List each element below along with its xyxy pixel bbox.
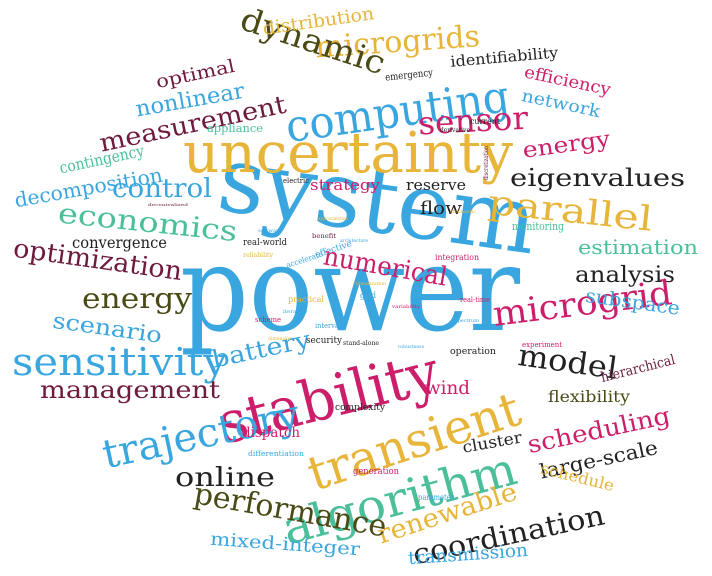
word-decentralized: decentralized	[148, 202, 189, 207]
word-operation: operation	[450, 347, 496, 357]
word-scheme: scheme	[255, 316, 281, 324]
word-security: security	[306, 336, 343, 346]
word-complexity: complexity	[335, 403, 386, 413]
word-real-world: real-world	[243, 238, 287, 248]
word-linearization: linearization	[356, 281, 387, 287]
word-estimation: estimation	[578, 235, 698, 259]
word-sensor: sensor	[417, 99, 530, 143]
word-experiment: experiment	[522, 341, 562, 349]
word-monitoring: monitoring	[512, 220, 564, 233]
word-derivative: derivative	[440, 127, 470, 134]
word-interval: interval	[315, 322, 342, 330]
word-reliability: reliability	[243, 252, 274, 259]
word-stand-alone: stand-alone	[343, 340, 379, 347]
word-online: online	[175, 463, 275, 493]
word-generation: generation	[353, 467, 399, 477]
word-spectrum: spectrum	[455, 318, 479, 324]
word-strategy: strategy	[310, 176, 381, 194]
word-emergency: emergency	[385, 68, 434, 84]
word-current: current	[470, 117, 501, 126]
word-sensitivity: sensitivity	[12, 340, 228, 384]
word-benefit: benefit	[312, 233, 337, 240]
word-practical: practical	[288, 295, 324, 304]
word-real-time: real-time	[460, 296, 490, 304]
word-iterative: iterative	[283, 309, 307, 315]
word-integration: integration	[435, 253, 479, 262]
word-dispatch: dispatch	[242, 425, 300, 441]
word-convergence: convergence	[72, 233, 167, 252]
word-energy-top: energy	[521, 127, 612, 164]
word-analysis: analysis	[575, 263, 675, 288]
word-discretization: discretization	[483, 146, 490, 180]
word-flexibility: flexibility	[548, 387, 630, 406]
word-management: management	[40, 376, 220, 404]
word-grid: grid	[360, 291, 376, 300]
word-architecture: architecture	[340, 238, 368, 244]
word-software: software	[258, 228, 282, 234]
word-power: power	[180, 220, 521, 358]
word-variability: variability	[391, 304, 420, 310]
word-control: control	[112, 174, 212, 204]
word-appliance: appliance	[207, 122, 263, 135]
word-parameter: parameter	[418, 493, 454, 502]
word-uncertainty: uncertainty	[183, 121, 513, 186]
word-differentiation: differentiation	[248, 450, 305, 458]
word-dimension: dimension	[268, 336, 293, 342]
word-reserve: reserve	[406, 176, 466, 194]
word-energy: energy	[82, 282, 192, 315]
word-approximation: approximation	[318, 216, 349, 222]
word-robustness: robustness	[398, 344, 424, 350]
word-flow: flow	[420, 198, 463, 219]
word-stochastic: stochastic	[450, 209, 476, 215]
word-eigenvalues: eigenvalues	[510, 164, 685, 192]
word-wind: wind	[425, 377, 470, 399]
word-electric: electric	[283, 177, 309, 185]
